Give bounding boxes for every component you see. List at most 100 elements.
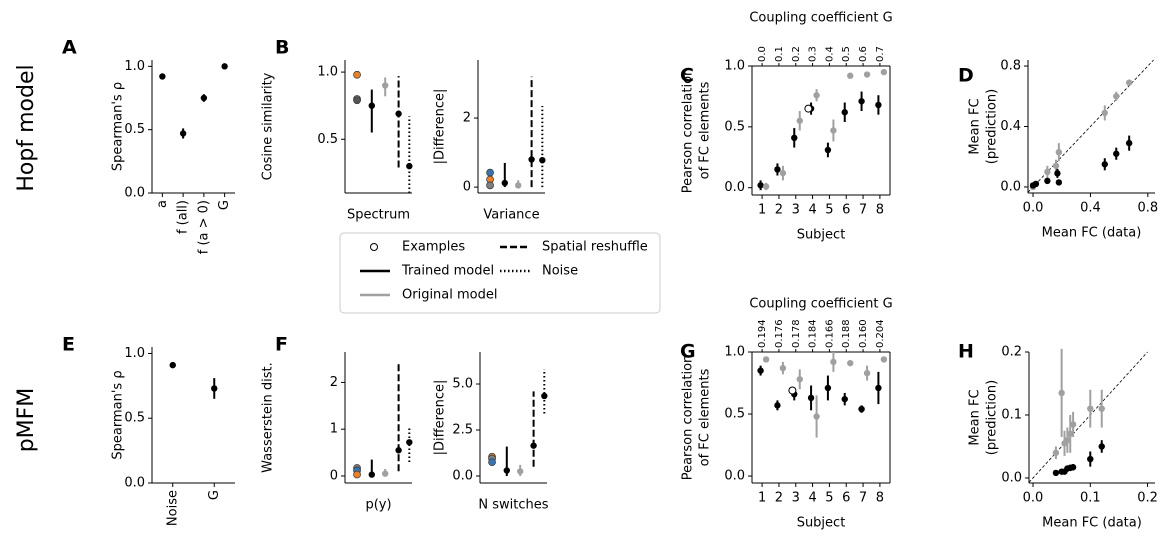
y-axis-label: (prediction) <box>985 380 1000 455</box>
point <box>774 166 781 173</box>
top-tick-label: 0.1 <box>774 46 785 62</box>
y-axis-label: Spearman's ρ <box>111 82 126 171</box>
point <box>515 182 522 189</box>
point <box>382 82 389 89</box>
y-tick-label: 1.0 <box>124 346 145 361</box>
point <box>541 392 548 400</box>
x-tick-label: 0.2 <box>1137 491 1158 506</box>
y-tick-label: 1.0 <box>724 59 745 74</box>
point <box>796 376 803 383</box>
point <box>368 102 375 109</box>
panel-letter: E <box>62 334 75 356</box>
legend-label: Noise <box>542 264 578 279</box>
x-axis-label: p(y) <box>365 498 391 513</box>
y-axis-label: Mean FC <box>968 98 983 154</box>
point <box>1125 79 1133 86</box>
point <box>1069 464 1077 471</box>
y-tick-label: 0.5 <box>724 119 745 134</box>
top-tick-label: 0.194 <box>757 319 768 348</box>
point <box>847 359 854 367</box>
y-tick-label: 0.0 <box>452 469 473 484</box>
y-tick-label: 0.2 <box>1001 345 1022 360</box>
point <box>528 156 535 163</box>
point <box>813 92 820 99</box>
legend-box <box>339 232 661 314</box>
point <box>830 127 837 134</box>
example-point <box>488 458 496 467</box>
x-tick-label: 0.1 <box>1080 491 1101 506</box>
point <box>824 384 832 392</box>
point <box>779 364 787 372</box>
point <box>1087 455 1094 463</box>
panel-letter: F <box>275 334 288 356</box>
y-axis-label: Cosine similarity <box>261 72 276 180</box>
legend-label: Examples <box>402 240 465 255</box>
legend-label: Original model <box>402 288 497 303</box>
point <box>1098 405 1105 412</box>
point <box>880 68 888 76</box>
point <box>1032 180 1040 188</box>
point <box>841 395 848 403</box>
example-point <box>486 168 494 177</box>
y-tick-label: 0.4 <box>1000 119 1021 134</box>
row-label: Hopf model <box>14 64 39 191</box>
y-axis-label: (prediction) <box>985 89 1000 164</box>
example-point <box>353 470 361 479</box>
y-tick-label: 2.5 <box>452 423 473 438</box>
point <box>200 94 208 102</box>
x-tick-label: f (a > 0) <box>196 200 211 254</box>
y-tick-label: 0.0 <box>724 469 745 484</box>
y-axis-label: |Difference| <box>433 89 448 165</box>
x-tick-label: G <box>217 200 232 210</box>
point <box>1055 179 1063 186</box>
legend-label: Trained model <box>401 264 494 279</box>
point <box>539 156 546 164</box>
y-tick-label: 0.5 <box>124 122 145 137</box>
point <box>1087 405 1094 412</box>
x-axis-label: N switches <box>478 498 548 513</box>
x-tick-label: f (all) <box>176 200 191 234</box>
point <box>1044 168 1051 176</box>
panel-letter: C <box>680 65 694 87</box>
top-tick-label: 0.7 <box>875 46 886 62</box>
y-axis-label: |Difference| <box>433 380 448 456</box>
x-axis-label: Variance <box>483 208 539 223</box>
panel-letter: D <box>958 65 974 87</box>
example-point <box>788 386 797 395</box>
point <box>159 73 166 80</box>
panel-letter: G <box>680 341 696 363</box>
y-tick-label: 0.0 <box>124 186 145 201</box>
top-tick-label: 0.160 <box>858 319 869 348</box>
y-tick-label: 0.0 <box>724 180 745 195</box>
point <box>169 361 176 369</box>
point <box>774 402 781 409</box>
x-tick-label: 5 <box>825 491 833 506</box>
top-tick-label: 0.5 <box>841 46 852 62</box>
y-axis-label: Mean FC <box>968 389 983 445</box>
row-label: pMFM <box>14 388 39 453</box>
y-axis-label: Pearson correlation <box>681 68 696 194</box>
y-axis-label: Wasserstein dist. <box>261 362 276 473</box>
point <box>221 63 228 70</box>
point <box>880 356 888 363</box>
point <box>406 162 413 170</box>
top-tick-label: 0.6 <box>858 46 869 62</box>
y-tick-label: 1.0 <box>124 59 145 74</box>
x-tick-label: 6 <box>842 203 850 218</box>
top-axis-label: Coupling coefficient G <box>749 297 892 312</box>
y-tick-label: 0.5 <box>317 132 338 147</box>
point <box>1058 389 1065 397</box>
x-axis-label: Spectrum <box>347 208 410 223</box>
top-tick-label: 0.4 <box>824 46 835 62</box>
point <box>875 101 882 109</box>
top-tick-label: 0.188 <box>841 319 852 348</box>
panel-letter: H <box>958 341 974 363</box>
point <box>757 367 764 374</box>
point <box>501 179 508 187</box>
legend-label: Spatial reshuffle <box>542 240 648 255</box>
x-tick-label: 3 <box>792 491 800 506</box>
y-tick-label: 1.0 <box>724 345 745 360</box>
top-tick-label: 0.166 <box>824 319 835 348</box>
x-tick-label: 0.0 <box>1023 201 1044 216</box>
